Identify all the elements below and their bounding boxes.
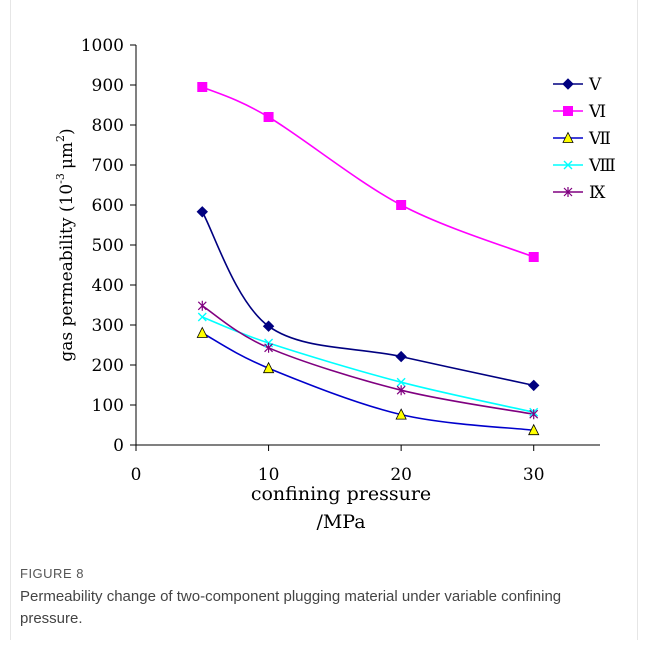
data-point [197, 312, 207, 322]
series-lines [201, 86, 535, 431]
data-point [529, 409, 539, 420]
legend-marker [563, 106, 573, 116]
y-tick-label: 300 [92, 316, 124, 336]
legend-label: Ⅸ [589, 183, 606, 203]
series-line [201, 211, 534, 387]
y-axis-title-unit-exponent: 2 [54, 135, 67, 142]
y-axis-title-text: gas permeability (10 [57, 184, 77, 362]
data-point [262, 361, 275, 374]
data-point [196, 206, 208, 218]
y-axis-title-exponent: -3 [54, 173, 67, 184]
x-tick-label: 0 [131, 465, 142, 485]
legend-marker [562, 131, 574, 143]
data-point [395, 350, 407, 363]
legend-marker [563, 187, 573, 197]
x-tick-label: 30 [523, 465, 545, 485]
data-point [396, 200, 407, 210]
series-line [201, 332, 534, 431]
data-point [396, 377, 406, 387]
line-chart: 0 10 20 30 0 100 200 300 400 500 600 700 800 900 1000… [54, 36, 616, 533]
data-point [528, 379, 540, 392]
y-ticks: 0 100 200 300 400 500 600 700 800 900 1000 [81, 36, 136, 456]
x-tick-label: 20 [390, 465, 412, 485]
data-point [196, 326, 208, 338]
y-tick-label: 800 [92, 116, 124, 136]
legend-marker [562, 78, 574, 90]
legend-label: Ⅷ [588, 156, 616, 176]
series-markers [196, 82, 540, 436]
y-tick-label: 700 [92, 156, 124, 176]
y-axis-title-unit: μm [57, 142, 77, 169]
figure-caption: Permeability change of two-component plu… [20, 588, 562, 627]
y-tick-label: 200 [92, 356, 124, 376]
figure-label: FIGURE 8 [20, 566, 84, 581]
x-ticks: 0 10 20 30 [131, 445, 545, 485]
x-axis-title: confining pressure [251, 483, 431, 505]
series-line [201, 305, 534, 415]
x-axis-unit: /MPa [316, 511, 365, 533]
x-tick-label: 10 [258, 465, 280, 485]
y-tick-label: 0 [113, 436, 124, 456]
y-tick-label: 500 [92, 236, 124, 256]
legend-label: Ⅴ [588, 75, 602, 95]
y-axis-title: gas permeability (10-3 μm2) [54, 128, 77, 361]
data-point [396, 385, 406, 396]
data-point [197, 82, 208, 92]
data-point [528, 423, 540, 436]
y-tick-label: 900 [92, 76, 124, 96]
y-tick-label: 600 [92, 196, 124, 216]
data-point [528, 252, 539, 262]
data-point [262, 320, 275, 332]
plot-area: 0 10 20 30 0 100 200 300 400 500 600 700 800 900 1000 [81, 36, 600, 485]
data-point [264, 342, 273, 353]
data-point [263, 112, 274, 122]
figure-frame [10, 0, 638, 640]
data-point [197, 300, 207, 311]
legend-marker [563, 160, 573, 170]
legend-label: Ⅶ [588, 129, 611, 149]
y-tick-label: 100 [92, 396, 124, 416]
series-line [201, 316, 534, 413]
y-tick-label: 1000 [81, 36, 124, 56]
series-line [201, 86, 535, 258]
y-axis-title-close: ) [57, 128, 77, 135]
data-point [395, 408, 407, 420]
legend-label: Ⅵ [588, 102, 606, 122]
legend: Ⅴ Ⅵ Ⅶ Ⅷ Ⅸ [553, 75, 616, 203]
y-tick-label: 400 [92, 276, 124, 296]
